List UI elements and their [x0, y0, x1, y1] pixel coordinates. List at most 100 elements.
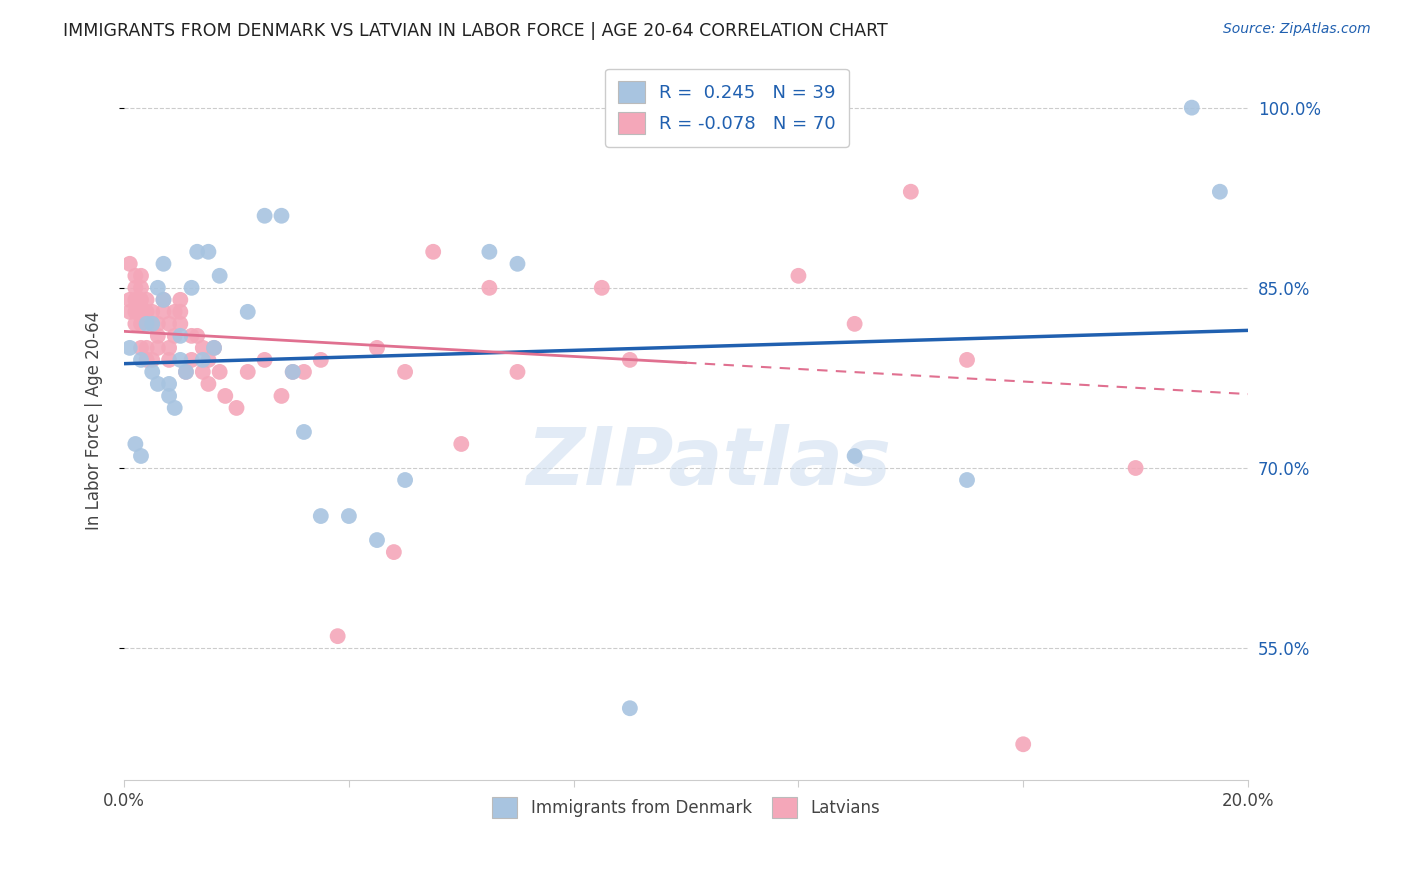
Point — [152, 293, 174, 307]
Point — [253, 209, 276, 223]
Point — [129, 305, 152, 319]
Point — [675, 101, 697, 115]
Point — [1209, 185, 1232, 199]
Point — [281, 365, 304, 379]
Point — [118, 293, 141, 307]
Point — [157, 341, 180, 355]
Point — [157, 389, 180, 403]
Point — [478, 281, 501, 295]
Point — [1125, 461, 1147, 475]
Text: ZIPatlas: ZIPatlas — [526, 425, 891, 502]
Point — [197, 376, 219, 391]
Point — [382, 545, 405, 559]
Point — [169, 317, 191, 331]
Point — [129, 268, 152, 283]
Point — [169, 329, 191, 343]
Point — [281, 365, 304, 379]
Point — [135, 305, 157, 319]
Point — [1181, 101, 1204, 115]
Point — [129, 293, 152, 307]
Point — [118, 341, 141, 355]
Point — [478, 244, 501, 259]
Point — [146, 281, 169, 295]
Point — [326, 629, 349, 643]
Text: IMMIGRANTS FROM DENMARK VS LATVIAN IN LABOR FORCE | AGE 20-64 CORRELATION CHART: IMMIGRANTS FROM DENMARK VS LATVIAN IN LA… — [63, 22, 889, 40]
Point — [180, 329, 202, 343]
Point — [208, 268, 231, 283]
Point — [124, 268, 146, 283]
Point — [169, 352, 191, 367]
Point — [163, 401, 186, 415]
Point — [506, 257, 529, 271]
Point — [157, 352, 180, 367]
Point — [124, 317, 146, 331]
Point — [202, 341, 225, 355]
Point — [157, 317, 180, 331]
Point — [118, 305, 141, 319]
Point — [135, 352, 157, 367]
Point — [900, 185, 922, 199]
Point — [180, 281, 202, 295]
Point — [118, 257, 141, 271]
Point — [225, 401, 247, 415]
Point — [169, 305, 191, 319]
Point — [197, 352, 219, 367]
Point — [152, 257, 174, 271]
Y-axis label: In Labor Force | Age 20-64: In Labor Force | Age 20-64 — [86, 310, 103, 530]
Point — [186, 329, 208, 343]
Point — [152, 305, 174, 319]
Point — [186, 244, 208, 259]
Point — [253, 352, 276, 367]
Point — [647, 101, 669, 115]
Point — [197, 244, 219, 259]
Point — [141, 365, 163, 379]
Point — [236, 365, 259, 379]
Point — [146, 317, 169, 331]
Point — [135, 317, 157, 331]
Point — [270, 209, 292, 223]
Point — [141, 352, 163, 367]
Point — [422, 244, 444, 259]
Point — [129, 449, 152, 463]
Point — [309, 509, 332, 524]
Point — [506, 365, 529, 379]
Point — [270, 389, 292, 403]
Point — [124, 305, 146, 319]
Point — [146, 329, 169, 343]
Point — [956, 352, 979, 367]
Point — [129, 352, 152, 367]
Point — [129, 341, 152, 355]
Point — [124, 293, 146, 307]
Point — [956, 473, 979, 487]
Point — [309, 352, 332, 367]
Point — [292, 365, 315, 379]
Point — [163, 305, 186, 319]
Point — [141, 317, 163, 331]
Point — [141, 317, 163, 331]
Point — [366, 341, 388, 355]
Point — [191, 365, 214, 379]
Point — [394, 473, 416, 487]
Point — [141, 305, 163, 319]
Point — [236, 305, 259, 319]
Point — [619, 352, 641, 367]
Text: Source: ZipAtlas.com: Source: ZipAtlas.com — [1223, 22, 1371, 37]
Point — [174, 365, 197, 379]
Point — [191, 341, 214, 355]
Point — [202, 341, 225, 355]
Point — [146, 341, 169, 355]
Point — [208, 365, 231, 379]
Point — [152, 293, 174, 307]
Point — [124, 281, 146, 295]
Point — [129, 317, 152, 331]
Point — [135, 293, 157, 307]
Point — [129, 281, 152, 295]
Point — [844, 317, 866, 331]
Point — [591, 281, 613, 295]
Point — [450, 437, 472, 451]
Point — [146, 376, 169, 391]
Point — [292, 425, 315, 439]
Point — [157, 376, 180, 391]
Point — [844, 449, 866, 463]
Point — [191, 352, 214, 367]
